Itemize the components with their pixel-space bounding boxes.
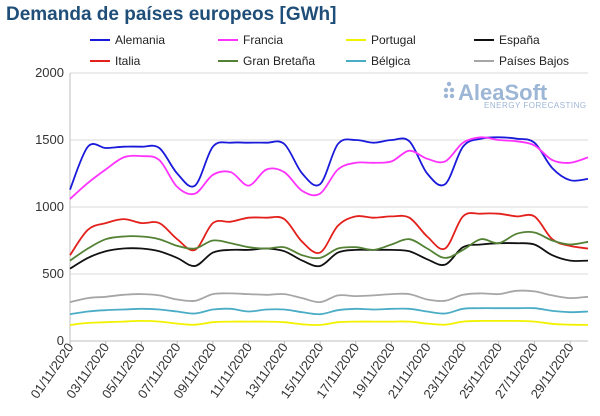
series-line-alemania [69,136,589,190]
legend-label-italia: Italia [115,54,141,68]
legend-label-gran-bretaña: Gran Bretaña [243,54,315,68]
series-line-países-bajos [69,289,589,304]
axes [69,73,588,342]
logo-text: AleaSoft [458,80,548,105]
y-tick-500: 500 [42,266,64,281]
y-tick-1000: 1000 [35,199,64,214]
logo-dots-icon [443,81,455,99]
series-line-italia [69,212,589,256]
aleasoft-logo: AleaSoft ENERGY FORECASTING [443,80,587,110]
legend-label-alemania: Alemania [115,33,165,47]
logo-subtext: ENERGY FORECASTING [484,101,587,110]
chart-title: Demanda de países europeos [GWh] [6,4,337,25]
series-line-francia [69,136,589,200]
series-line-portugal [69,319,589,326]
y-tick-1500: 1500 [35,132,64,147]
series-line-españa [69,242,589,270]
y-tick-labels: 0 500 1000 1500 2000 [35,65,64,348]
grid-lines [70,72,588,342]
legend-label-francia: Francia [243,33,283,47]
legend-label-países-bajos: Países Bajos [499,54,569,68]
y-tick-2000: 2000 [35,65,64,80]
legend-label-portugal: Portugal [371,33,416,47]
legend: Alemania Francia Portugal España Italia Gran … [90,33,569,68]
series-line-gran-bretaña [69,231,589,262]
legend-label-españa: España [499,33,540,47]
series-line-bélgica [69,307,589,316]
legend-label-bélgica: Bélgica [371,54,411,68]
y-tick-0: 0 [57,333,64,348]
x-tick-labels: 01/11/202003/11/202005/11/202007/11/2020… [27,340,576,401]
series-lines [69,136,589,326]
